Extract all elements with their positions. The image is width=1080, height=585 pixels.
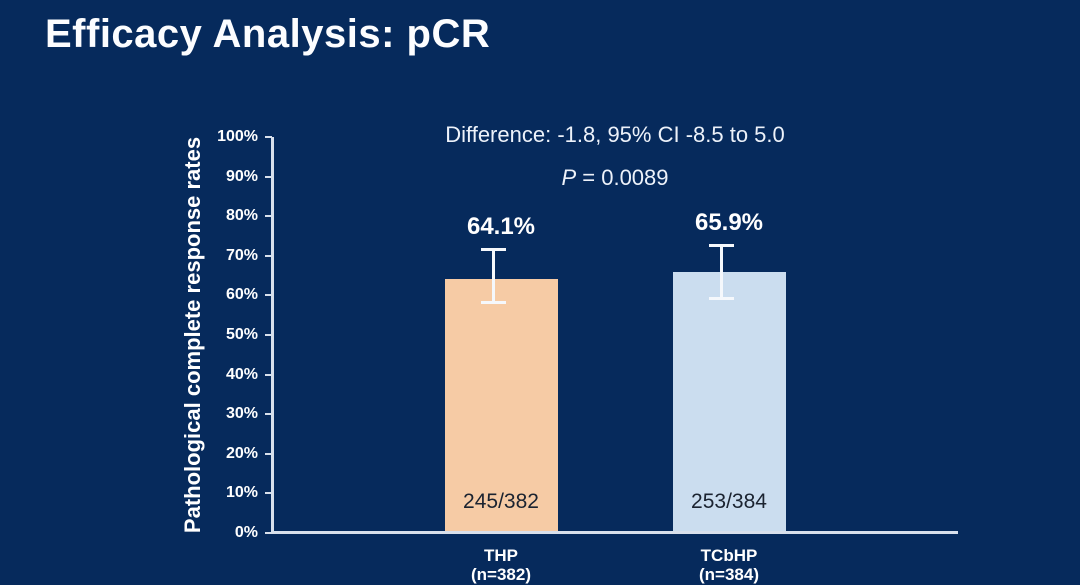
error-bar-line [719, 243, 723, 301]
x-category-label: TCbHP [700, 546, 758, 565]
error-bar-cap-bottom [480, 301, 506, 305]
y-tick-label: 70% [225, 246, 258, 264]
y-tick-mark [265, 373, 272, 376]
bar-count-label: 253/384 [691, 490, 767, 513]
bar-count-label: 245/382 [463, 490, 539, 513]
bar-value-label: 65.9% [694, 208, 764, 236]
y-tick-mark [265, 294, 272, 297]
y-tick-mark [265, 334, 272, 336]
p-value-annotation: P = 0.0089 [272, 165, 958, 191]
y-tick-label: 100% [217, 128, 258, 145]
y-tick-label: 90% [225, 167, 258, 185]
error-bar-cap-top [480, 247, 506, 251]
y-tick-label: 20% [225, 444, 258, 462]
y-tick-label: 60% [225, 286, 258, 304]
y-tick-label: 30% [225, 405, 258, 423]
error-bar-cap-top [708, 243, 734, 247]
y-tick-label: 50% [225, 326, 258, 343]
error-bar-cap-bottom [708, 297, 734, 301]
y-tick-mark [265, 254, 272, 257]
difference-annotation: Difference: -1.8, 95% CI -8.5 to 5.0 [445, 122, 785, 147]
y-tick-label: 80% [225, 207, 258, 225]
p-symbol: P [561, 165, 577, 190]
y-tick-label: 10% [225, 484, 258, 502]
p-value-text: = 0.0089 [576, 165, 669, 190]
y-tick-mark [265, 452, 272, 455]
y-axis-line [271, 137, 274, 534]
y-tick-mark [265, 215, 272, 218]
y-tick-label: 0% [234, 524, 258, 541]
error-bar-line [491, 247, 495, 305]
y-tick-mark [265, 413, 272, 416]
x-category-sublabel: (n=384) [699, 565, 759, 584]
y-tick-mark [265, 532, 272, 534]
bar-tcbhp [672, 272, 786, 533]
y-tick-label: 40% [225, 365, 258, 383]
x-axis-line [271, 531, 958, 534]
slide-title: Efficacy Analysis: pCR [45, 12, 491, 56]
y-tick-mark [265, 136, 272, 138]
x-category-label: THP [484, 546, 518, 565]
y-tick-mark [265, 175, 272, 178]
bar-thp [444, 279, 558, 533]
bar-value-label: 64.1% [466, 212, 536, 240]
x-category-sublabel: (n=382) [471, 565, 531, 584]
y-tick-mark [265, 492, 272, 495]
